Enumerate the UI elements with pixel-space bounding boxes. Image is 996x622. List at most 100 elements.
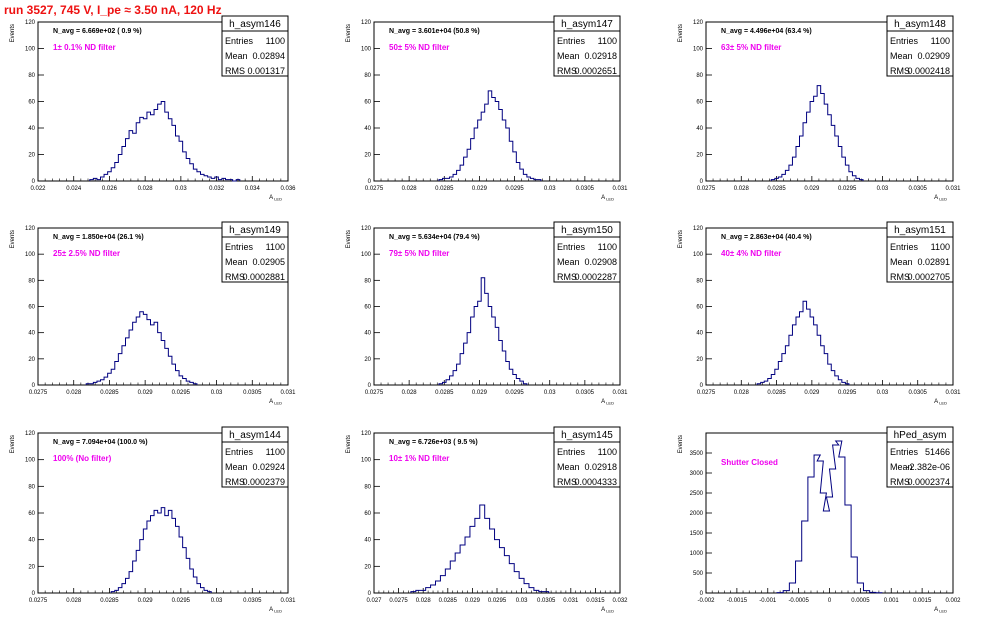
y-tick-label: 1500 — [690, 531, 704, 537]
histogram-bin — [176, 526, 180, 593]
histogram-bin — [133, 133, 137, 181]
stats-label: RMS — [225, 66, 245, 76]
y-tick-label: 120 — [25, 431, 36, 437]
y-tick-label: 60 — [28, 305, 35, 311]
stats-box: h_asym149 Entries 1100 Mean 0.02905 RMS0.0002… — [221, 221, 289, 283]
histogram-bin — [800, 136, 804, 181]
histogram-bin — [158, 104, 162, 181]
stats-label: RMS — [890, 272, 910, 282]
x-tick-label: 0.031 — [280, 598, 296, 604]
x-axis-label-subscript: LED — [605, 609, 614, 614]
y-axis-label: Events — [346, 230, 352, 248]
histogram-outline — [756, 300, 850, 385]
histogram-bin — [168, 119, 172, 181]
x-tick-label: 0.03 — [211, 390, 223, 396]
x-tick-label: 0.0295 — [505, 390, 524, 396]
stats-value: 0.0002379 — [242, 477, 285, 487]
x-axis-label: A LED — [601, 195, 614, 202]
y-tick-label: 20 — [28, 153, 35, 159]
histogram-bin — [111, 369, 115, 385]
histogram-bin — [782, 354, 786, 385]
x-tick-label: 0.0295 — [172, 390, 191, 396]
histogram-bin — [802, 521, 808, 593]
stats-box: h_asym147 Entries 1100 Mean 0.02918 RMS0.0002… — [553, 15, 621, 77]
y-tick-label: 0 — [368, 591, 372, 597]
stats-label: Mean — [557, 257, 580, 267]
x-tick-label: 0.029 — [472, 186, 488, 192]
histogram-bin — [820, 493, 826, 593]
y-tick-label: 2000 — [690, 511, 704, 517]
x-tick-label: 0.002 — [945, 598, 961, 604]
histogram-bin — [143, 119, 147, 181]
histogram-bin — [129, 572, 133, 593]
histogram-bin — [796, 147, 800, 181]
filter-note: 50± 5% ND filter — [389, 43, 449, 52]
stats-value: 0.02924 — [252, 462, 285, 472]
stats-body-box — [886, 236, 954, 283]
stats-body-box — [221, 30, 289, 77]
x-tick-label: 0.032 — [612, 598, 628, 604]
stats-value: 1100 — [266, 242, 285, 252]
y-tick-label: 60 — [696, 305, 703, 311]
y-tick-label: 1000 — [690, 551, 704, 557]
stats-title: h_asym144 — [229, 430, 281, 441]
histogram-bin — [183, 548, 187, 593]
histogram-outline — [438, 90, 542, 181]
stats-body-box — [886, 441, 954, 488]
x-tick-label: 0.03 — [211, 598, 223, 604]
filter-note: 100% (No filter) — [53, 454, 112, 463]
histogram-bin — [506, 128, 510, 181]
histogram-bin — [140, 312, 144, 385]
histogram-bin — [499, 341, 503, 385]
histogram-bin — [803, 123, 807, 181]
x-axis-label: A LED — [601, 399, 614, 406]
x-tick-label: 0.031 — [280, 390, 296, 396]
y-axis-label: Events — [678, 435, 684, 453]
histogram-bin — [122, 147, 126, 181]
x-tick-label: 0.0275 — [365, 390, 384, 396]
y-tick-label: 40 — [364, 126, 371, 132]
histogram-bin — [460, 165, 464, 181]
histogram-bin — [796, 317, 800, 385]
histogram-bin — [168, 510, 172, 593]
stats-label: RMS — [890, 66, 910, 76]
y-tick-label: 120 — [361, 431, 372, 437]
y-tick-label: 0 — [32, 179, 36, 185]
x-tick-label: 0.029 — [465, 598, 481, 604]
histogram-bin — [140, 540, 144, 593]
y-tick-label: 80 — [28, 73, 35, 79]
histogram-bin — [495, 102, 499, 182]
histogram-bin — [509, 141, 513, 181]
stats-value: 0.02918 — [584, 462, 617, 472]
x-tick-label: 0.0305 — [576, 186, 595, 192]
y-tick-label: 120 — [693, 20, 704, 26]
stats-value: 0.0004333 — [574, 477, 617, 487]
histogram-bin — [118, 155, 122, 182]
y-tick-label: 120 — [25, 226, 36, 232]
stats-box: h_asym151 Entries 1100 Mean 0.02891 RMS0.0002… — [886, 221, 954, 283]
histogram-bin — [764, 381, 768, 385]
histogram-bin — [133, 561, 137, 593]
histogram-bin — [478, 120, 482, 181]
x-tick-label: 0.03 — [877, 390, 889, 396]
x-axis-label: A LED — [269, 195, 282, 202]
y-tick-label: 3500 — [690, 451, 704, 457]
x-tick-label: 0.0275 — [365, 186, 384, 192]
histogram-bin — [792, 325, 796, 385]
y-tick-label: 0 — [368, 383, 372, 389]
histogram-bin — [839, 457, 845, 593]
stats-label: Entries — [225, 36, 254, 46]
y-tick-label: 120 — [25, 20, 36, 26]
x-axis-label: A LED — [601, 607, 614, 614]
stats-label: Entries — [225, 447, 254, 457]
x-tick-label: 0.029 — [804, 186, 820, 192]
x-tick-label: 0.036 — [280, 186, 296, 192]
histogram-bin — [516, 162, 520, 181]
y-tick-label: 100 — [693, 252, 704, 258]
stats-box: hPed_asym Entries 51466 Mean-2.382e-06 RMS0.… — [886, 426, 954, 488]
x-tick-label: 0.0305 — [243, 598, 262, 604]
stats-body-box — [886, 30, 954, 77]
histogram-bin — [151, 516, 155, 593]
histogram-bin — [488, 91, 492, 181]
